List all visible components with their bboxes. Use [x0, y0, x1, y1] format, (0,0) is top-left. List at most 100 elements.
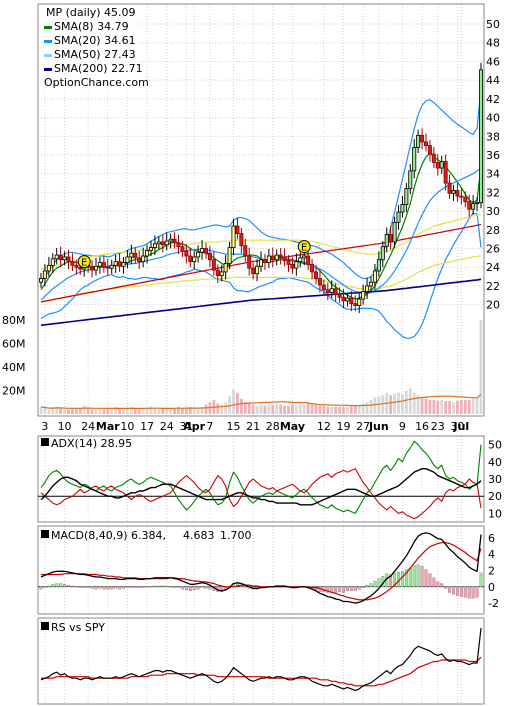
- earnings-marker-label: E: [301, 243, 307, 254]
- panel-frame-3: [37, 525, 485, 615]
- price-tick-label: 28: [486, 224, 500, 237]
- macd-histogram-bar: [404, 569, 408, 587]
- candle-body: [325, 289, 330, 293]
- candle-body: [396, 211, 401, 223]
- volume-bar: [412, 392, 416, 414]
- candle-body: [172, 238, 177, 244]
- volume-bars: [39, 319, 483, 414]
- macd-histogram-bar: [338, 586, 342, 592]
- volume-bar: [71, 408, 74, 414]
- volume-bar: [181, 408, 184, 414]
- candle-body: [62, 256, 67, 261]
- candle-body: [420, 134, 425, 143]
- volume-bar: [51, 408, 55, 414]
- macd-histogram-bar: [67, 584, 70, 587]
- macd-tick-label: 2: [488, 564, 495, 577]
- volume-bar: [475, 397, 479, 414]
- volume-bar: [114, 406, 118, 414]
- macd-histogram-bar: [137, 586, 141, 588]
- macd-tick-label: 6: [488, 532, 495, 545]
- volume-bar: [173, 408, 176, 414]
- x-tick-label: 19: [337, 420, 351, 433]
- candle-body: [200, 248, 205, 253]
- earnings-marker-label: E: [81, 258, 87, 269]
- macd-histogram-bar: [377, 578, 381, 587]
- candle-body: [125, 256, 130, 263]
- candle-body: [427, 145, 432, 155]
- price-tick-label: 22: [486, 280, 500, 293]
- candle-body: [262, 259, 267, 263]
- candle-body: [192, 256, 197, 263]
- candle-body: [376, 259, 381, 272]
- candle-body: [90, 266, 95, 271]
- candle-body: [105, 266, 110, 269]
- macd-histogram-bar: [440, 583, 444, 587]
- rs-label-swatch: [41, 622, 49, 630]
- macd-histogram-bar: [208, 586, 212, 590]
- candle-body: [66, 256, 71, 263]
- volume-bar: [67, 409, 70, 414]
- volume-bar: [361, 403, 365, 414]
- candle-body: [239, 233, 244, 247]
- candle-body: [211, 259, 216, 271]
- volume-bar: [432, 399, 436, 414]
- legend-background: [40, 6, 140, 94]
- price-tick-label: 20: [486, 299, 500, 312]
- volume-bar: [177, 406, 180, 414]
- macd-histogram-bar: [220, 586, 224, 592]
- volume-bar: [330, 406, 334, 414]
- x-tick-label: 9: [399, 420, 406, 433]
- macd-histogram-bar: [349, 586, 353, 592]
- candle-body: [384, 234, 389, 248]
- candle-body: [306, 255, 311, 265]
- macd-histogram-bar: [106, 586, 110, 590]
- macd-label-swatch: [41, 530, 49, 538]
- candle-body: [412, 147, 417, 172]
- adx-tick-label: 30: [488, 473, 502, 486]
- volume-bar: [287, 405, 290, 414]
- volume-bar: [279, 404, 283, 414]
- candle-body: [298, 257, 303, 263]
- volume-bar: [440, 399, 444, 414]
- candle-body: [152, 243, 157, 248]
- volume-bar: [184, 408, 188, 414]
- volume-bar: [149, 406, 153, 414]
- candle-body: [117, 261, 122, 267]
- candle-body: [219, 271, 224, 277]
- macd-tick-label: 4: [488, 548, 495, 561]
- candle-body: [176, 242, 181, 248]
- volume-bar: [161, 408, 165, 414]
- candle-body: [50, 258, 55, 266]
- candle-body: [478, 69, 483, 204]
- candle-body: [258, 259, 263, 267]
- legend-entry: SMA(200) 22.71: [54, 62, 143, 75]
- volume-bar: [122, 409, 125, 414]
- macd-histogram-bar: [70, 585, 74, 587]
- x-tick-label: Apr: [183, 420, 205, 433]
- candle-body: [168, 238, 173, 242]
- candle-body: [357, 298, 362, 306]
- volume-bar: [39, 406, 43, 414]
- macd-histogram-bar: [459, 586, 463, 597]
- candle-body: [274, 254, 279, 261]
- envelope-upper-line: [40, 214, 482, 271]
- volume-bar: [318, 405, 322, 414]
- macd-histogram-value: 1.700: [220, 529, 252, 542]
- volume-bar: [216, 403, 220, 414]
- macd-histogram-bar: [129, 586, 133, 588]
- candle-body: [471, 203, 476, 210]
- candle-body: [46, 264, 51, 272]
- macd-line: [40, 532, 482, 604]
- axis-tick-labels: 20 22 24 26 28 30 32 34 36 38 40 42 44 46 48 50 20M 40M 60…: [2, 18, 500, 433]
- x-tick-label: 10: [120, 420, 134, 433]
- candle-body: [451, 190, 456, 194]
- candle-body: [467, 201, 472, 210]
- adx-label-swatch: [41, 438, 49, 446]
- price-tick-label: 38: [486, 130, 500, 143]
- volume-bar: [404, 390, 408, 414]
- macd-histogram-bar: [149, 586, 153, 588]
- volume-bar: [389, 395, 393, 414]
- candle-body: [160, 241, 165, 246]
- candle-body: [227, 247, 232, 264]
